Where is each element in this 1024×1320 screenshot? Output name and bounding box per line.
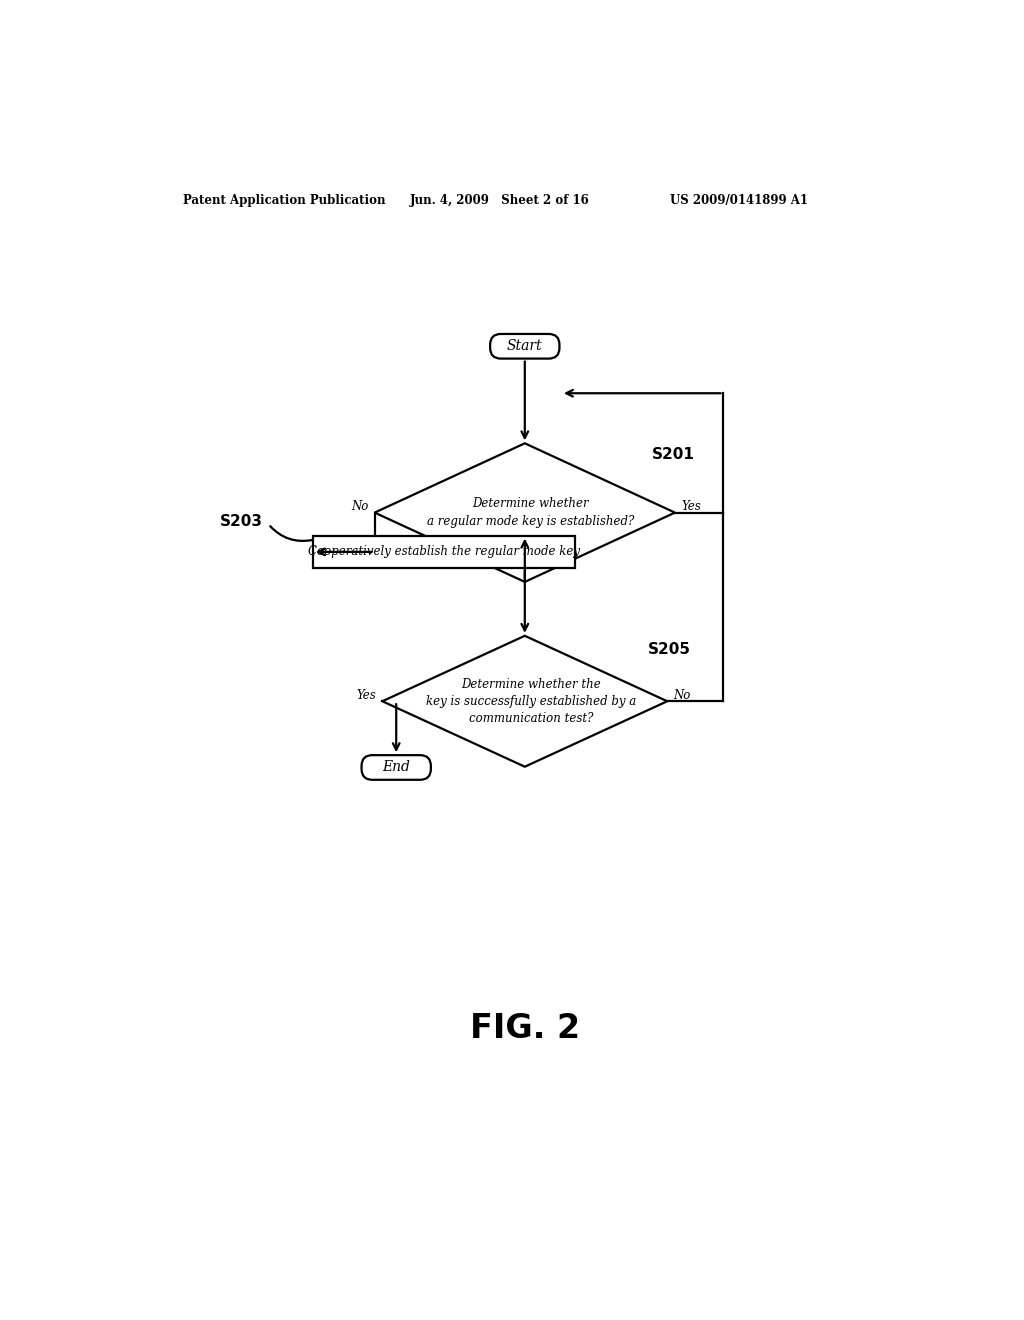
Text: End: End [382,760,411,775]
Text: No: No [351,500,369,513]
FancyBboxPatch shape [361,755,431,780]
Text: Jun. 4, 2009   Sheet 2 of 16: Jun. 4, 2009 Sheet 2 of 16 [410,194,590,207]
FancyBboxPatch shape [490,334,559,359]
Text: S203: S203 [220,515,263,529]
Text: Determine whether
a regular mode key is established?: Determine whether a regular mode key is … [427,498,635,528]
Text: Determine whether the
key is successfully established by a
communication test?: Determine whether the key is successfull… [426,677,636,725]
Polygon shape [382,636,668,767]
Text: S201: S201 [652,447,694,462]
Text: Patent Application Publication: Patent Application Publication [183,194,385,207]
Text: FIG. 2: FIG. 2 [470,1012,580,1045]
Text: Start: Start [507,339,543,354]
Text: Yes: Yes [681,500,700,513]
Text: Yes: Yes [356,689,376,702]
Polygon shape [375,444,675,582]
Bar [313,536,574,568]
Text: No: No [674,689,691,702]
Text: US 2009/0141899 A1: US 2009/0141899 A1 [670,194,808,207]
Text: S205: S205 [648,642,691,657]
Text: Cooperatively establish the regular mode key: Cooperatively establish the regular mode… [308,545,580,558]
